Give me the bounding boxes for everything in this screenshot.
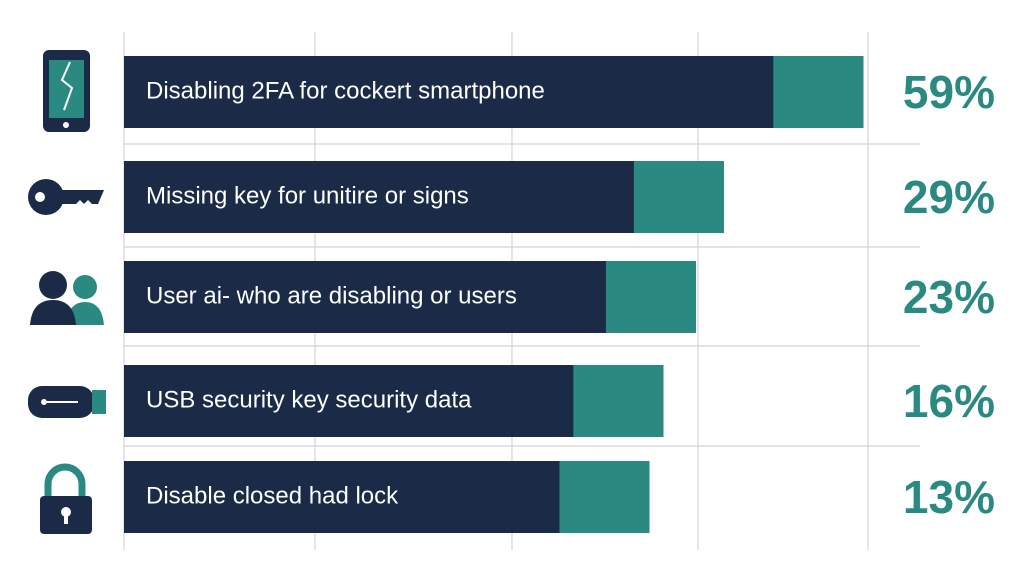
bar-accent (633, 161, 724, 233)
value-label: 16% (903, 375, 995, 427)
value-label: 29% (903, 171, 995, 223)
users-icon (30, 271, 104, 325)
bar (124, 261, 696, 333)
bar-label: Disabling 2FA for cockert smartphone (146, 77, 545, 104)
bar-accent (559, 461, 650, 533)
bar-label: Missing key for unitire or signs (146, 182, 469, 209)
usb-icon (28, 386, 106, 418)
value-label: 59% (903, 66, 995, 118)
icons (28, 50, 106, 534)
bar-accent (573, 365, 664, 437)
bar-accent (605, 261, 696, 333)
bar (124, 56, 864, 128)
value-label: 13% (903, 471, 995, 523)
bar (124, 161, 724, 233)
phone-icon (43, 50, 90, 132)
bar-label: USB security key security data (146, 386, 472, 413)
key-icon (28, 179, 104, 215)
bar-accent (773, 56, 864, 128)
bar-label: Disable closed had lock (146, 482, 399, 509)
value-label: 23% (903, 271, 995, 323)
lock-icon (40, 463, 92, 534)
bar-label: User ai- who are disabling or users (146, 282, 517, 309)
